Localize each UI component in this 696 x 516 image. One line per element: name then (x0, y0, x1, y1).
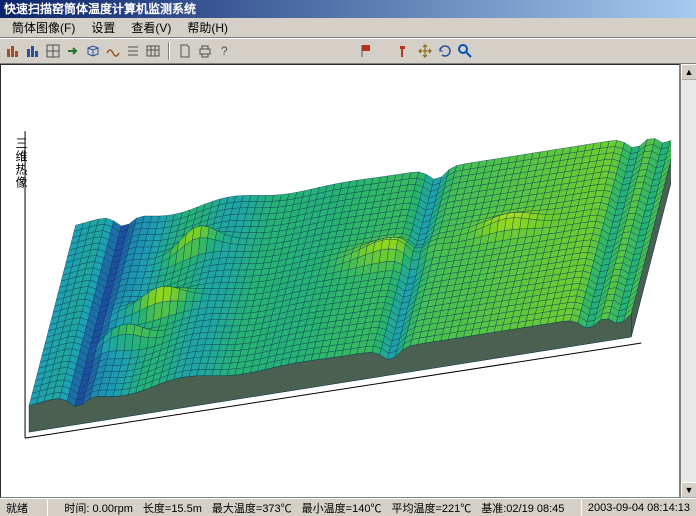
chart-icon (5, 43, 21, 59)
toolbar: ? (0, 38, 696, 64)
status-length: 长度=15.5m (143, 500, 202, 516)
status-time: 时间: 0.00rpm (64, 500, 132, 516)
zoom-icon (457, 43, 473, 59)
status-info: 时间: 0.00rpm 长度=15.5m 最大温度=373℃ 最小温度=140℃… (48, 499, 582, 516)
status-datetime: 2003-09-04 08:14:13 (582, 502, 696, 514)
tb-tool-c-button[interactable] (436, 42, 454, 60)
status-datetime-text: 2003-09-04 08:14:13 (588, 502, 690, 514)
tb-mode8-button[interactable] (144, 42, 162, 60)
tb-mode1-button[interactable] (4, 42, 22, 60)
arrow-icon (65, 43, 81, 59)
view3d-icon (85, 43, 101, 59)
tb-mode5-button[interactable] (84, 42, 102, 60)
surface-plot (9, 71, 671, 492)
tb-open-button[interactable] (176, 42, 194, 60)
wave-icon (105, 43, 121, 59)
scroll-up-button[interactable]: ▲ (681, 64, 696, 80)
status-ready: 就绪 (0, 499, 48, 516)
scroll-track[interactable] (681, 80, 696, 482)
status-ready-text: 就绪 (6, 500, 28, 516)
tb-mode3-button[interactable] (44, 42, 62, 60)
tb-mode2-button[interactable] (24, 42, 42, 60)
menu-file-label: 筒体图像(F) (12, 21, 75, 35)
window-titlebar: 快速扫描窑筒体温度计算机监测系统 (0, 0, 696, 18)
vertical-scrollbar[interactable]: ▲ ▼ (680, 64, 696, 498)
tb-tool-a-button[interactable] (396, 42, 414, 60)
menu-help-label: 帮助(H) (187, 21, 228, 35)
toolbar-separator (168, 42, 170, 60)
tb-help-button[interactable]: ? (216, 42, 234, 60)
rotate-icon (437, 43, 453, 59)
tb-record-button[interactable] (358, 42, 376, 60)
menu-settings-label: 设置 (91, 21, 115, 35)
status-baseline: 基准:02/19 08:45 (481, 500, 564, 516)
status-avg-temp: 平均温度=221℃ (391, 500, 471, 516)
tb-zoom-button[interactable] (456, 42, 474, 60)
list-icon (125, 43, 141, 59)
tb-mode6-button[interactable] (104, 42, 122, 60)
grid-icon (45, 43, 61, 59)
plot-canvas[interactable]: 三维热像 (0, 64, 680, 498)
chart2-icon (25, 43, 41, 59)
statusbar: 就绪 时间: 0.00rpm 长度=15.5m 最大温度=373℃ 最小温度=1… (0, 498, 696, 516)
printer-icon (197, 43, 213, 59)
menu-view[interactable]: 查看(V) (123, 17, 179, 38)
menu-view-label: 查看(V) (131, 21, 171, 35)
tb-mode4-button[interactable] (64, 42, 82, 60)
help-icon: ? (217, 43, 233, 59)
hammer-icon (397, 43, 413, 59)
status-max-temp: 最大温度=373℃ (212, 500, 292, 516)
menubar: 筒体图像(F) 设置 查看(V) 帮助(H) (0, 18, 696, 38)
tb-print-button[interactable] (196, 42, 214, 60)
menu-help[interactable]: 帮助(H) (179, 17, 236, 38)
flag-icon (359, 43, 375, 59)
scroll-down-button[interactable]: ▼ (681, 482, 696, 498)
svg-text:?: ? (221, 44, 228, 58)
document-icon (177, 43, 193, 59)
status-min-temp: 最小温度=140℃ (302, 500, 382, 516)
window-title: 快速扫描窑筒体温度计算机监测系统 (4, 2, 196, 16)
pan-icon (417, 43, 433, 59)
tb-mode7-button[interactable] (124, 42, 142, 60)
tb-tool-b-button[interactable] (416, 42, 434, 60)
menu-settings[interactable]: 设置 (83, 17, 123, 38)
menu-file[interactable]: 筒体图像(F) (4, 17, 83, 38)
table-icon (145, 43, 161, 59)
